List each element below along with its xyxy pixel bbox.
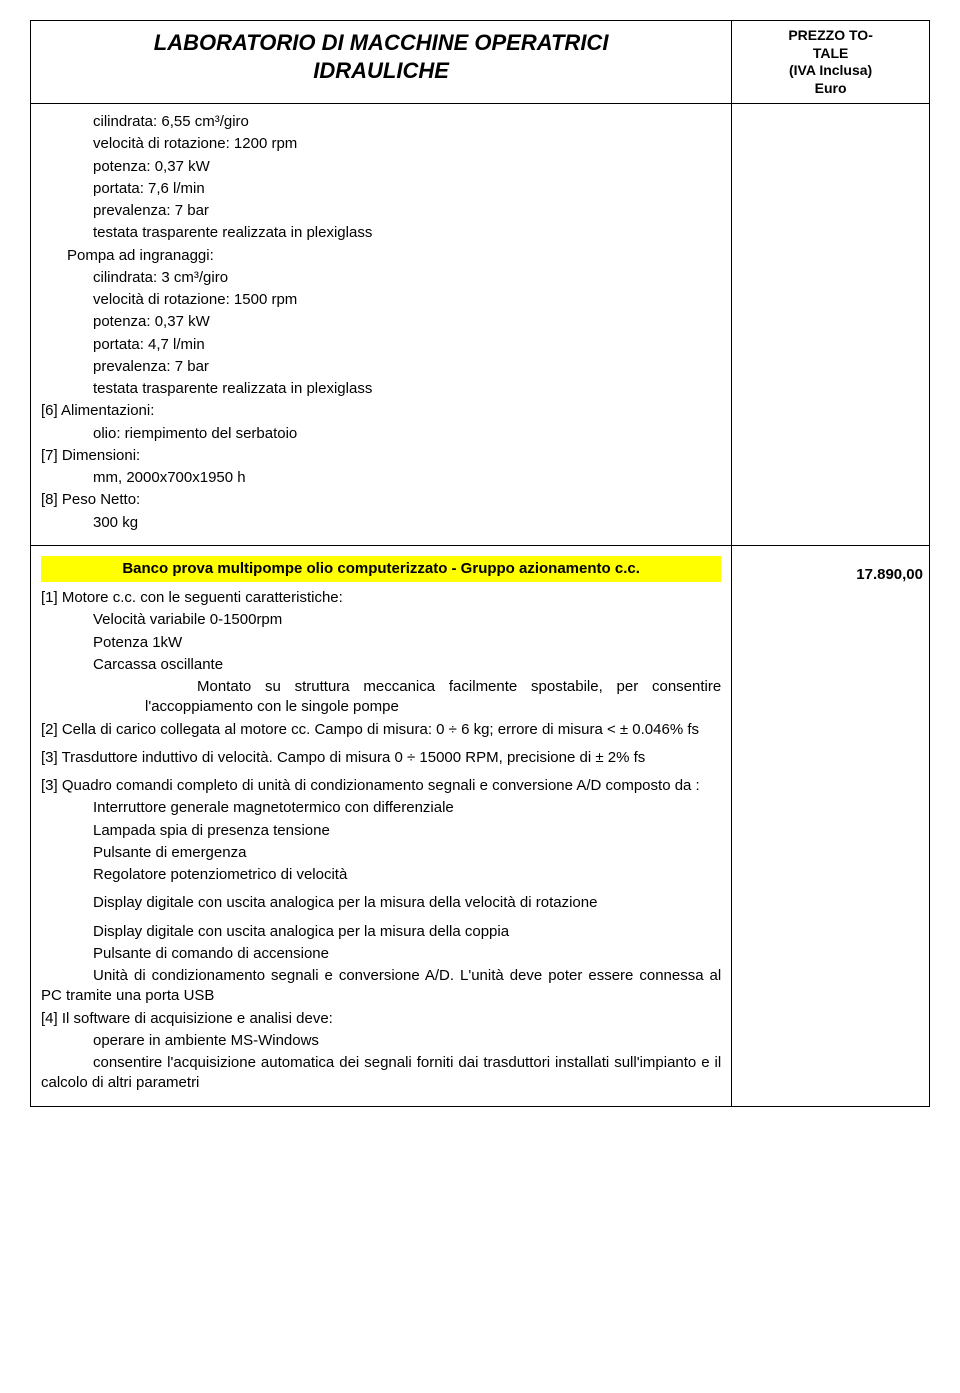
section-3b-label: [3] Quadro comandi completo di unità di … — [41, 776, 721, 796]
title-line-2: IDRAULICHE — [313, 58, 449, 83]
header-row: LABORATORIO DI MACCHINE OPERATRICI IDRAU… — [31, 21, 930, 104]
spec-line: Interruttore generale magnetotermico con… — [41, 798, 721, 818]
section-title-highlight: Banco prova multipompe olio computerizza… — [41, 556, 721, 582]
section-2: [2] Cella di carico collegata al motore … — [41, 720, 721, 740]
section-1-para: Montato su struttura meccanica facilment… — [93, 677, 721, 718]
spec-line: Carcassa oscillante — [41, 655, 721, 675]
spec-line: Display digitale con uscita analogica pe… — [41, 922, 721, 942]
spec-line: prevalenza: 7 bar — [41, 357, 721, 377]
document-table: LABORATORIO DI MACCHINE OPERATRICI IDRAU… — [30, 20, 930, 1107]
section-8-line: 300 kg — [41, 513, 721, 533]
section-price: 17.890,00 — [856, 566, 923, 583]
spec-line: Display digitale con uscita analogica pe… — [41, 893, 721, 913]
spec-line: Pulsante di comando di accensione — [41, 944, 721, 964]
section-8-label: [8] Peso Netto: — [41, 490, 721, 510]
spec-line: Potenza 1kW — [41, 633, 721, 653]
spec-line: Pulsante di emergenza — [41, 843, 721, 863]
spec-line: testata trasparente realizzata in plexig… — [41, 379, 721, 399]
spec-line: Regolatore potenziometrico di velocità — [41, 865, 721, 885]
section-6-line: olio: riempimento del serbatoio — [41, 424, 721, 444]
section-7-line: mm, 2000x700x1950 h — [41, 468, 721, 488]
spec-line: portata: 4,7 l/min — [41, 335, 721, 355]
spec-line: velocità di rotazione: 1500 rpm — [41, 290, 721, 310]
section-4-label: [4] Il software di acquisizione e analis… — [41, 1009, 721, 1029]
title-line-1: LABORATORIO DI MACCHINE OPERATRICI — [154, 30, 609, 55]
spec-line: testata trasparente realizzata in plexig… — [41, 223, 721, 243]
top-content-cell: cilindrata: 6,55 cm³/giro velocità di ro… — [31, 104, 732, 546]
price-header-4: Euro — [815, 80, 847, 96]
spec-line: operare in ambiente MS-Windows — [41, 1031, 721, 1051]
price-header-3: (IVA Inclusa) — [789, 62, 872, 78]
spec-line: Velocità variabile 0-1500rpm — [41, 610, 721, 630]
section-3b-para: Unità di condizionamento segnali e conve… — [41, 966, 721, 1007]
section-3a: [3] Trasduttore induttivo di velocità. C… — [41, 748, 721, 768]
spec-line: Lampada spia di presenza tensione — [41, 821, 721, 841]
section-3b-para-text: Unità di condizionamento segnali e conve… — [41, 967, 721, 1004]
document-title: LABORATORIO DI MACCHINE OPERATRICI IDRAU… — [41, 29, 721, 84]
spec-line: portata: 7,6 l/min — [41, 179, 721, 199]
section-1-label: [1] Motore c.c. con le seguenti caratter… — [41, 588, 721, 608]
section-content-cell: Banco prova multipompe olio computerizza… — [31, 545, 732, 1106]
section-7-label: [7] Dimensioni: — [41, 446, 721, 466]
spec-line: potenza: 0,37 kW — [41, 157, 721, 177]
price-header-2: TALE — [813, 45, 849, 61]
section-content-row: Banco prova multipompe olio computerizza… — [31, 545, 930, 1106]
section-4-para: consentire l'acquisizione automatica dei… — [41, 1053, 721, 1094]
top-price-cell — [732, 104, 930, 546]
top-content-row: cilindrata: 6,55 cm³/giro velocità di ro… — [31, 104, 930, 546]
spec-line: cilindrata: 3 cm³/giro — [41, 268, 721, 288]
section-4-para-text: consentire l'acquisizione automatica dei… — [41, 1054, 721, 1091]
section-6-label: [6] Alimentazioni: — [41, 401, 721, 421]
section-price-cell: 17.890,00 — [732, 545, 930, 1106]
section-1-para-text: Montato su struttura meccanica facilment… — [145, 678, 721, 715]
spec-line: cilindrata: 6,55 cm³/giro — [41, 112, 721, 132]
spec-line: velocità di rotazione: 1200 rpm — [41, 134, 721, 154]
title-cell: LABORATORIO DI MACCHINE OPERATRICI IDRAU… — [31, 21, 732, 104]
price-header-1: PREZZO TO- — [788, 27, 873, 43]
spec-line: potenza: 0,37 kW — [41, 312, 721, 332]
price-header-cell: PREZZO TO- TALE (IVA Inclusa) Euro — [732, 21, 930, 104]
pompa-label: Pompa ad ingranaggi: — [41, 246, 721, 266]
spec-line: prevalenza: 7 bar — [41, 201, 721, 221]
